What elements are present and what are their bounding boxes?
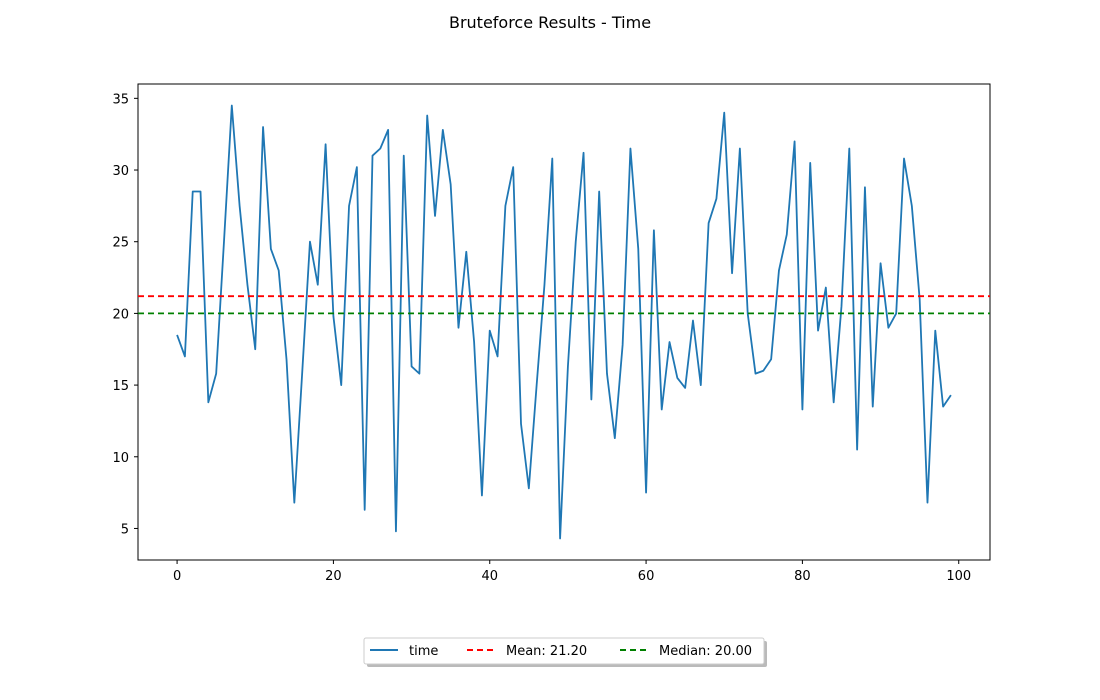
plot-area: 0 20 40 60 80 100 5 10 15 20 25 30 35	[112, 83, 991, 584]
y-tick-label: 30	[112, 164, 129, 179]
chart-title: Bruteforce Results - Time	[449, 13, 651, 32]
y-tick-label: 5	[121, 522, 129, 537]
x-tick-label: 80	[794, 569, 811, 584]
series-layer	[138, 104, 990, 540]
x-tick-label: 60	[638, 569, 655, 584]
legend-label-mean: Mean: 21.20	[506, 644, 587, 659]
legend-box	[363, 637, 765, 665]
y-tick-label: 10	[112, 451, 129, 466]
x-tick-label: 0	[173, 569, 181, 584]
axes-frame	[137, 83, 991, 561]
y-tick-label: 35	[112, 92, 129, 107]
y-tick-label: 15	[112, 379, 129, 394]
series-line-time	[176, 104, 952, 540]
x-axis: 0 20 40 60 80 100	[173, 560, 971, 584]
y-tick-label: 20	[112, 307, 129, 322]
y-tick-label: 25	[112, 236, 129, 251]
x-tick-label: 100	[946, 569, 971, 584]
legend-label-time: time	[409, 644, 438, 659]
legend-label-median: Median: 20.00	[659, 644, 752, 659]
legend[interactable]: time Mean: 21.20 Median: 20.00	[363, 637, 767, 667]
x-tick-label: 20	[325, 569, 342, 584]
x-tick-label: 40	[481, 569, 498, 584]
y-axis: 5 10 15 20 25 30 35	[112, 92, 138, 537]
